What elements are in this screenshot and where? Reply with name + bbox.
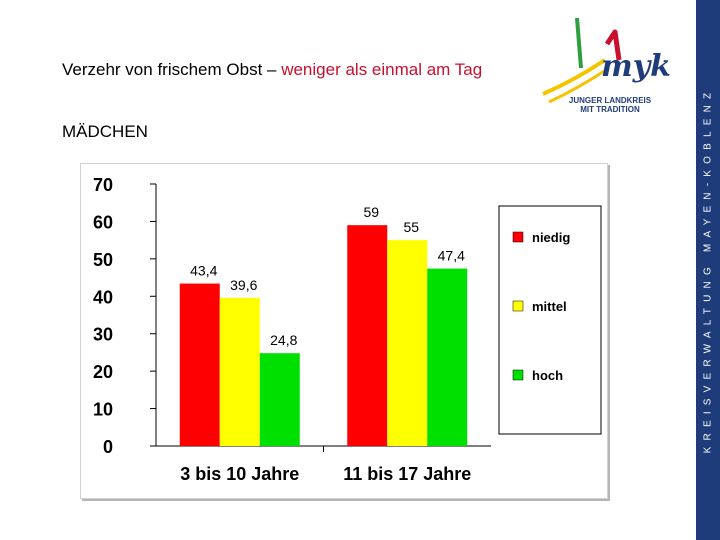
y-tick-label: 30 — [93, 325, 113, 345]
myk-logo-wordmark: myk — [601, 49, 671, 84]
bar-mittel — [387, 240, 428, 446]
y-tick-label: 70 — [93, 175, 113, 195]
bar-hoch — [259, 353, 300, 446]
legend-box — [498, 205, 602, 435]
category-label: 3 bis 10 Jahre — [180, 464, 299, 484]
y-tick-label: 60 — [93, 212, 113, 232]
chart-svg: 0 10 20 30 40 50 60 70 43,4 39,6 24,8 3 bis 10 Jahr… — [93, 175, 602, 484]
y-tick-label: 0 — [103, 437, 113, 457]
legend-swatch-niedig — [512, 231, 524, 243]
y-tick-label: 10 — [93, 400, 113, 420]
legend-label-mittel: mittel — [532, 299, 567, 314]
title-accent: weniger als einmal am Tag — [281, 60, 483, 79]
bar-niedig — [179, 283, 220, 446]
legend-label-hoch: hoch — [532, 368, 563, 383]
logo-line-1: JUNGER LANDKREIS — [568, 96, 652, 105]
category-label: 11 bis 17 Jahre — [343, 464, 471, 484]
bar-data-label: 39,6 — [230, 277, 257, 293]
bar-niedig — [347, 225, 388, 446]
bar-hoch — [427, 268, 468, 446]
bar-data-label: 55 — [403, 219, 419, 235]
side-band: KREISVERWALTUNG MAYEN-KOBLENZ — [696, 0, 720, 540]
y-tick-label: 50 — [93, 250, 113, 270]
y-tick-label: 40 — [93, 287, 113, 307]
myk-logo: myk JUNGER LANDKREIS MIT TRADITION — [535, 10, 685, 122]
bar-data-label: 43,4 — [190, 263, 217, 279]
page-title: Verzehr von frischem Obst – weniger als … — [62, 60, 482, 80]
bar-data-label: 24,8 — [270, 332, 297, 348]
bar-mittel — [219, 297, 260, 446]
page-subtitle: MÄDCHEN — [62, 122, 148, 141]
side-band-text: KREISVERWALTUNG MAYEN-KOBLENZ — [702, 86, 714, 454]
logo-line-2: MIT TRADITION — [580, 105, 640, 114]
bar-chart: 0 10 20 30 40 50 60 70 43,4 39,6 24,8 3 bis 10 Jahr… — [80, 163, 608, 499]
bar-data-label: 59 — [363, 204, 379, 220]
y-tick-label: 20 — [93, 362, 113, 382]
bar-data-label: 47,4 — [438, 248, 465, 264]
legend-swatch-mittel — [512, 300, 524, 312]
legend-label-niedig: niedig — [532, 230, 570, 245]
title-prefix: Verzehr von frischem Obst – — [62, 60, 282, 79]
myk-logo-mark: myk — [542, 17, 671, 104]
legend-swatch-hoch — [512, 369, 524, 381]
